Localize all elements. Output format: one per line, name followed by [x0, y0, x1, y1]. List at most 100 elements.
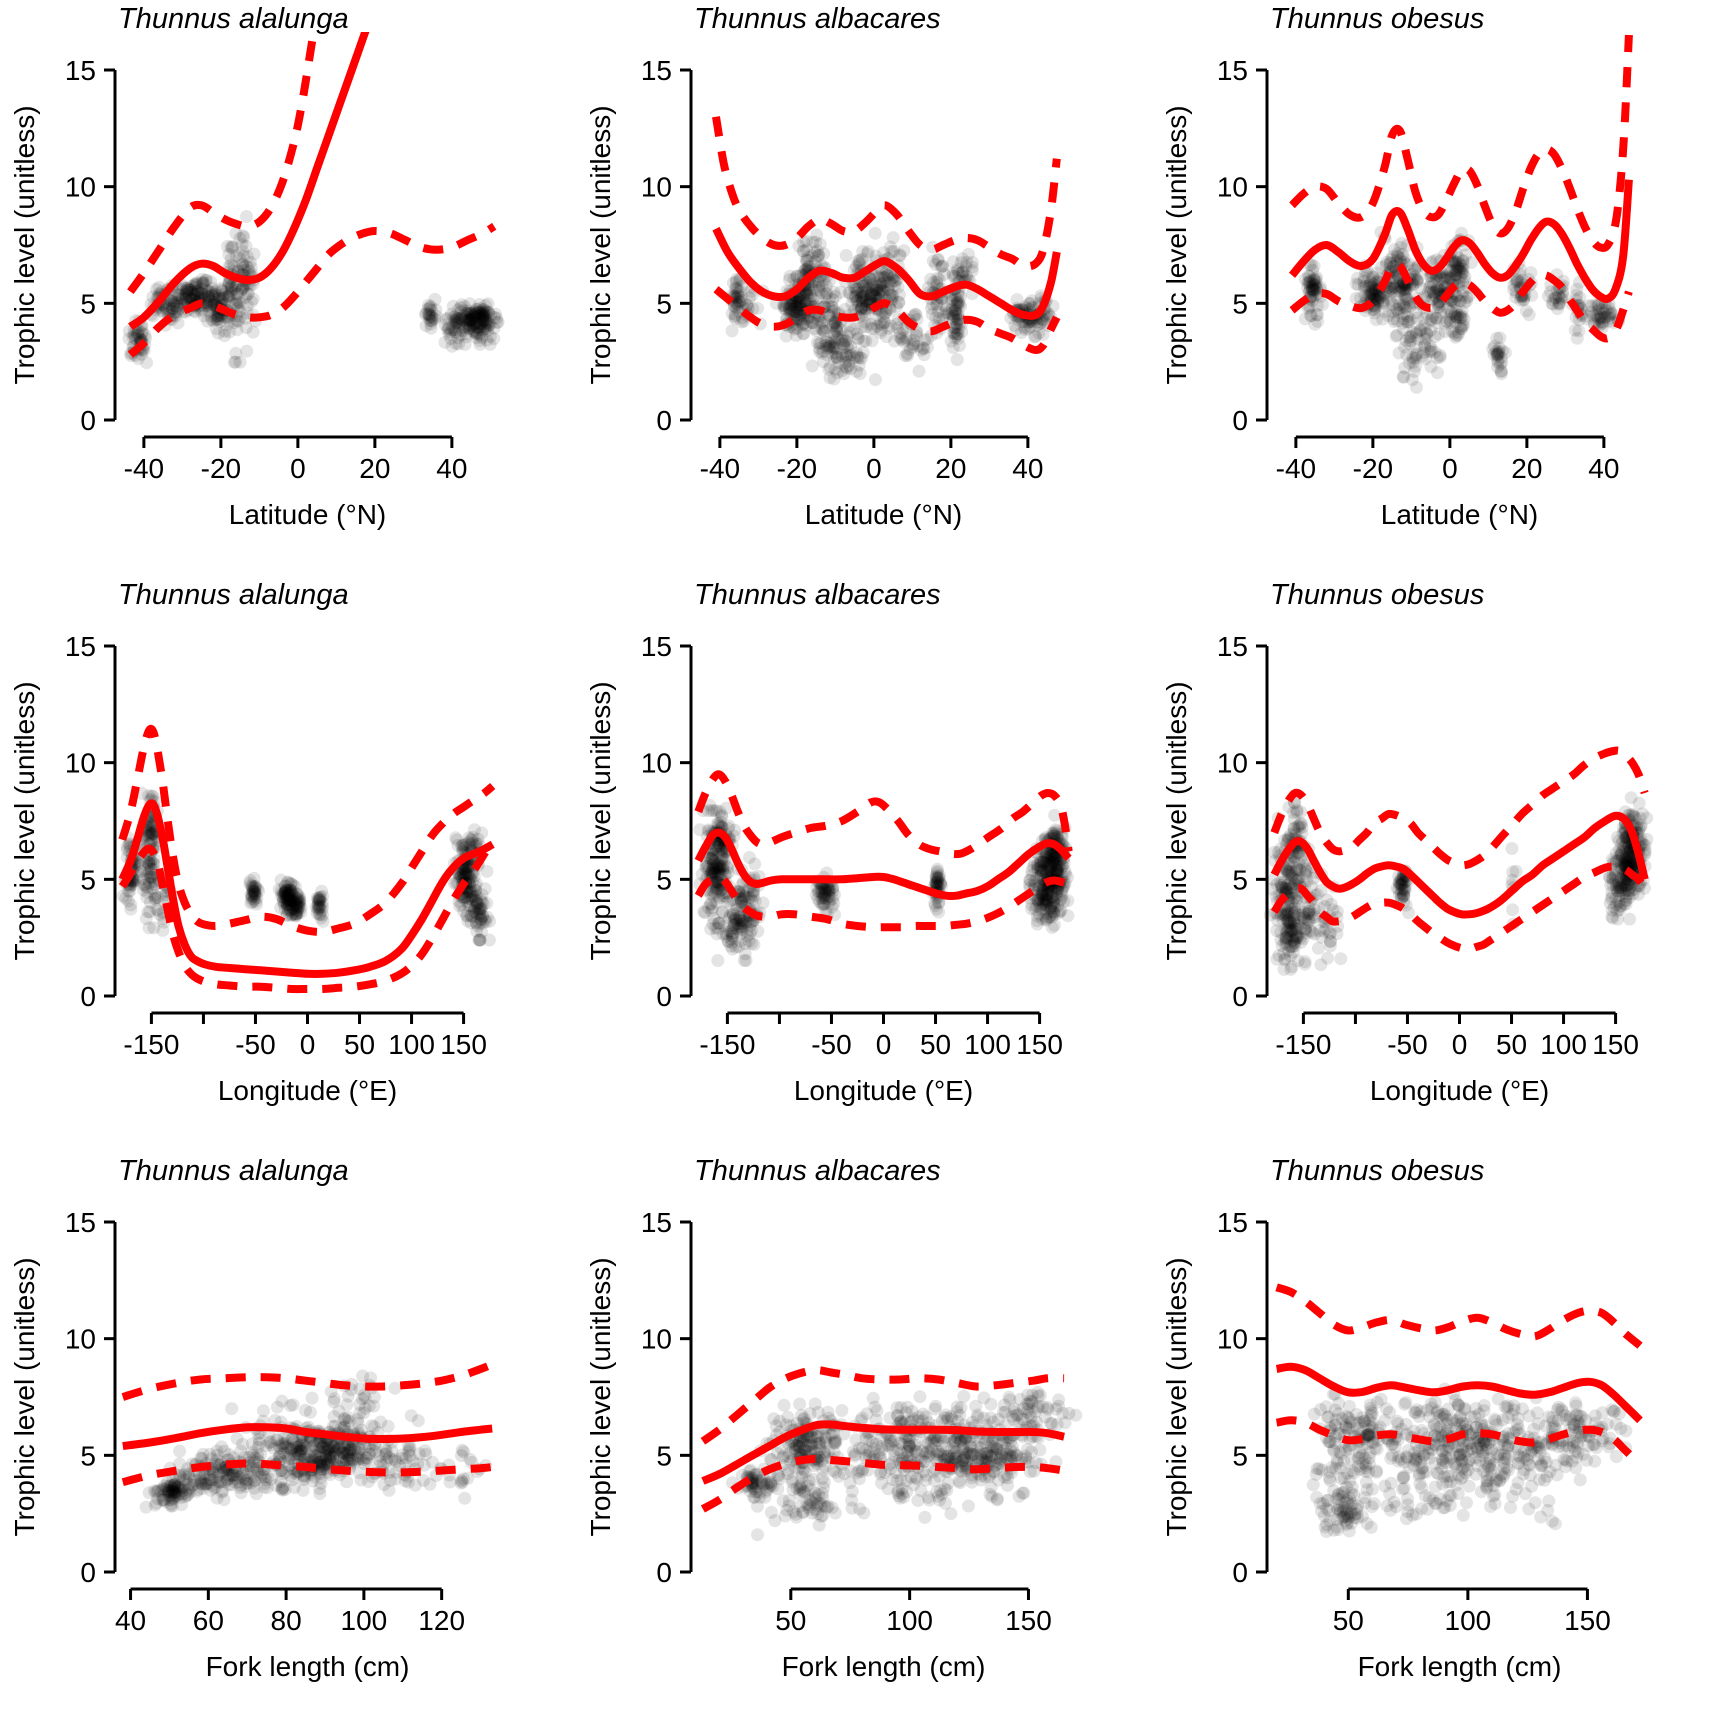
y-tick-label: 15 [641, 1207, 672, 1238]
y-tick-label: 5 [656, 864, 672, 895]
y-axis: 0 5 10 15 [65, 631, 117, 1012]
y-axis: 0 5 10 15 [65, 1207, 117, 1588]
lower-ci-curve [1289, 260, 1633, 343]
y-axis: 0 5 10 15 [65, 55, 117, 436]
panel-1-1: Thunnus alalunga 0 5 10 15 Trophic level (uni… [9, 3, 505, 530]
y-tick-label: 0 [656, 981, 672, 1012]
x-tick-label: 50 [775, 1605, 806, 1636]
x-tick-label: 50 [344, 1029, 375, 1060]
x-tick-label: 40 [115, 1605, 146, 1636]
y-tick-label: 15 [1217, 55, 1248, 86]
y-tick-label: 0 [656, 405, 672, 436]
scatter-points [139, 1369, 493, 1514]
x-axis: -150 -50 0 50 100 150 [1275, 1011, 1639, 1060]
mean-curve [1275, 1362, 1643, 1424]
panel-title: Thunnus obesus [1270, 579, 1484, 611]
y-axis-label: Trophic level (unitless) [9, 1257, 40, 1536]
y-tick-label: 15 [65, 1207, 96, 1238]
y-tick-label: 5 [1232, 1440, 1248, 1471]
mean-curve [712, 226, 1061, 320]
y-tick-label: 10 [65, 748, 96, 779]
y-axis-label: Trophic level (unitless) [585, 681, 616, 960]
x-axis: -40 -20 0 20 40 [124, 435, 467, 484]
y-tick-label: 5 [80, 1440, 96, 1471]
y-tick-label: 0 [80, 1557, 96, 1588]
x-tick-label: 60 [193, 1605, 224, 1636]
lower-ci-curve [127, 222, 497, 358]
panel-title: Thunnus albacares [694, 1155, 941, 1187]
x-tick-label: 20 [1511, 453, 1542, 484]
upper-ci-curve [118, 724, 496, 936]
x-tick-label: -20 [777, 453, 817, 484]
y-tick-label: 10 [1217, 748, 1248, 779]
x-axis-label: Longitude (°E) [1370, 1075, 1549, 1106]
x-tick-label: 0 [290, 453, 306, 484]
x-tick-label: 20 [935, 453, 966, 484]
y-axis-label: Trophic level (unitless) [585, 1257, 616, 1536]
y-tick-label: 0 [1232, 405, 1248, 436]
x-axis-label: Longitude (°E) [218, 1075, 397, 1106]
y-tick-label: 10 [641, 172, 672, 203]
y-axis: 0 5 10 15 [641, 1207, 693, 1588]
y-tick-label: 5 [1232, 288, 1248, 319]
x-axis: 40 60 80 100 120 [115, 1587, 465, 1636]
x-tick-label: 0 [1442, 453, 1458, 484]
lower-ci-curve [121, 1459, 493, 1487]
x-tick-label: 150 [1005, 1605, 1052, 1636]
y-axis-label: Trophic level (unitless) [9, 105, 40, 384]
mean-curve [1288, 179, 1633, 304]
panel-1-2: Thunnus albacares 0 5 10 15 Trophic level (un… [585, 3, 1061, 530]
lower-ci-curve [713, 286, 1061, 355]
x-axis-label: Longitude (°E) [794, 1075, 973, 1106]
x-axis-label: Latitude (°N) [229, 499, 387, 530]
y-tick-label: 0 [1232, 981, 1248, 1012]
panel-3-2: Thunnus albacares 0 5 10 15 Trophic level (un… [585, 1155, 1083, 1682]
x-tick-label: 40 [436, 453, 467, 484]
x-tick-label: 40 [1588, 453, 1619, 484]
y-tick-label: 0 [80, 981, 96, 1012]
x-tick-label: -50 [235, 1029, 275, 1060]
x-tick-label: 50 [920, 1029, 951, 1060]
x-axis-label: Fork length (cm) [206, 1651, 410, 1682]
x-tick-label: -150 [699, 1029, 755, 1060]
y-axis-label: Trophic level (unitless) [9, 681, 40, 960]
y-tick-label: 5 [80, 288, 96, 319]
upper-ci-curve [694, 770, 1073, 859]
mean-curve [701, 1420, 1065, 1485]
y-tick-label: 15 [65, 55, 96, 86]
x-axis: -150 -50 0 50 100 150 [699, 1011, 1063, 1060]
x-tick-label: -20 [201, 453, 241, 484]
mean-curve [118, 799, 495, 978]
lower-ci-curve [694, 872, 1070, 932]
x-tick-label: 0 [300, 1029, 316, 1060]
mean-curve [128, 32, 370, 331]
y-tick-label: 10 [1217, 172, 1248, 203]
y-tick-label: 10 [641, 748, 672, 779]
upper-ci-curve [1289, 34, 1633, 252]
upper-ci-curve [700, 1366, 1065, 1445]
y-tick-label: 15 [641, 631, 672, 662]
y-tick-label: 5 [656, 288, 672, 319]
upper-ci-curve [1275, 1283, 1643, 1349]
x-tick-label: 50 [1496, 1029, 1527, 1060]
y-axis: 0 5 10 15 [641, 631, 693, 1012]
x-tick-label: -20 [1353, 453, 1393, 484]
x-axis: 50 100 150 [1333, 1587, 1611, 1636]
x-tick-label: -50 [1387, 1029, 1427, 1060]
y-axis-label: Trophic level (unitless) [585, 105, 616, 384]
upper-ci-curve [127, 32, 318, 295]
y-tick-label: 15 [65, 631, 96, 662]
x-tick-label: 100 [1445, 1605, 1492, 1636]
x-tick-label: 80 [271, 1605, 302, 1636]
y-tick-label: 5 [80, 864, 96, 895]
x-tick-label: 100 [1540, 1029, 1587, 1060]
mean-curve [694, 828, 1072, 900]
panel-title: Thunnus alalunga [118, 579, 349, 611]
x-tick-label: -150 [1275, 1029, 1331, 1060]
panel-2-3: Thunnus obesus 0 5 10 15 Trophic level (unitl… [1161, 579, 1654, 1106]
x-axis: -40 -20 0 20 40 [1276, 435, 1619, 484]
x-axis-label: Latitude (°N) [805, 499, 963, 530]
y-tick-label: 10 [641, 1324, 672, 1355]
panel-title: Thunnus alalunga [118, 1155, 349, 1187]
